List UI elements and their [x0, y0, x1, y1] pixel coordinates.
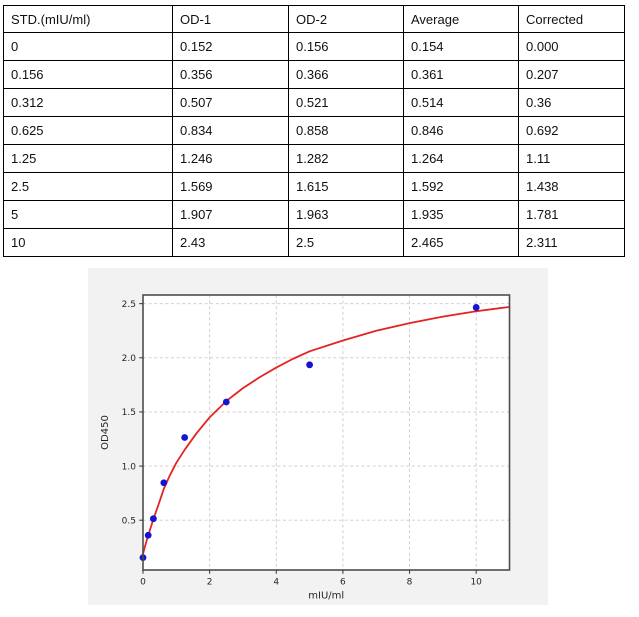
x-axis-label: mIU/ml [308, 591, 344, 602]
table-cell: 0.356 [172, 60, 289, 89]
table-cell: 1.438 [518, 172, 625, 201]
table-cell: 0.312 [3, 88, 173, 117]
table-cell: 2.5 [288, 228, 404, 257]
table-row: 0 0.152 0.156 0.154 0.000 [3, 32, 625, 61]
standard-curve-chart: 0 2 4 6 8 10 0.5 1.0 1.5 2.0 2.5 mIU/ml OD450 [100, 294, 511, 602]
table-cell: 1.11 [518, 144, 625, 173]
plot-area [143, 295, 510, 570]
table-row: 0.312 0.507 0.521 0.514 0.36 [3, 88, 625, 117]
table-cell: 1.907 [172, 200, 289, 229]
column-header: OD-2 [288, 5, 404, 33]
table-cell: 0.834 [172, 116, 289, 145]
table-cell: 1.264 [403, 144, 519, 173]
table-cell: 1.569 [172, 172, 289, 201]
table-cell: 2.311 [518, 228, 625, 257]
table-cell: 1.25 [3, 144, 173, 173]
table-cell: 0.156 [288, 32, 404, 61]
data-point [144, 531, 152, 539]
table-cell: 10 [3, 228, 173, 257]
table-cell: 0.846 [403, 116, 519, 145]
table-cell: 0.152 [172, 32, 289, 61]
x-tick-label: 10 [470, 578, 482, 588]
x-tick-label: 0 [140, 578, 146, 588]
table-cell: 0.000 [518, 32, 625, 61]
y-tick-label: 2.5 [122, 300, 136, 310]
table-cell: 1.935 [403, 200, 519, 229]
table-row: 1.25 1.246 1.282 1.264 1.11 [3, 144, 625, 173]
table-cell: 0.521 [288, 88, 404, 117]
data-point [472, 304, 480, 311]
table-row: 0.625 0.834 0.858 0.846 0.692 [3, 116, 625, 145]
table-cell: 1.963 [288, 200, 404, 229]
data-point [181, 434, 189, 441]
x-tick-label: 4 [273, 578, 279, 588]
table-row: 0.156 0.356 0.366 0.361 0.207 [3, 60, 625, 89]
table-cell: 0.514 [403, 88, 519, 117]
data-point [222, 398, 230, 406]
table-cell: 2.5 [3, 172, 173, 201]
table-cell: 0.507 [172, 88, 289, 117]
standards-table-body: 0 0.152 0.156 0.154 0.000 0.156 0.356 0.366 0.36… [3, 32, 625, 257]
table-row: 2.5 1.569 1.615 1.592 1.438 [3, 172, 625, 201]
table-cell: 1.781 [518, 200, 625, 229]
table-header-row: STD.(mIU/ml) OD-1 OD-2 Average Corrected [3, 5, 625, 33]
y-axis-label: OD450 [100, 415, 111, 450]
y-tick-label: 1.0 [122, 462, 137, 472]
y-tick-label: 1.5 [122, 408, 136, 418]
table-cell: 0.858 [288, 116, 404, 145]
data-point [149, 515, 157, 523]
standards-table: STD.(mIU/ml) OD-1 OD-2 Average Corrected 0 0.… [3, 5, 625, 257]
table-cell: 1.615 [288, 172, 404, 201]
y-tick-label: 0.5 [122, 516, 136, 526]
table-row: 10 2.43 2.5 2.465 2.311 [3, 228, 625, 257]
table-cell: 0.154 [403, 32, 519, 61]
x-tick-label: 6 [340, 578, 346, 588]
x-tick-label: 2 [207, 578, 213, 588]
table-cell: 0.156 [3, 60, 173, 89]
table-cell: 0.361 [403, 60, 519, 89]
column-header: Average [403, 5, 519, 33]
table-cell: 0.625 [3, 116, 173, 145]
standards-table-header: STD.(mIU/ml) OD-1 OD-2 Average Corrected [3, 5, 625, 33]
column-header: OD-1 [172, 5, 289, 33]
table-cell: 1.592 [403, 172, 519, 201]
table-cell: 5 [3, 200, 173, 229]
table-cell: 1.246 [172, 144, 289, 173]
standard-curve-figure: 0 2 4 6 8 10 0.5 1.0 1.5 2.0 2.5 mIU/ml OD450 [88, 268, 548, 605]
table-cell: 0 [3, 32, 173, 61]
table-cell: 0.366 [288, 60, 404, 89]
table-cell: 0.36 [518, 88, 625, 117]
column-header: Corrected [518, 5, 625, 33]
y-tick-label: 2.0 [122, 354, 137, 364]
data-point [306, 361, 313, 369]
table-cell: 0.692 [518, 116, 625, 145]
plot-border [142, 294, 511, 571]
x-tick-label: 8 [407, 578, 413, 588]
table-row: 5 1.907 1.963 1.935 1.781 [3, 200, 625, 229]
data-point [160, 479, 168, 487]
column-header: STD.(mIU/ml) [3, 5, 173, 33]
table-cell: 2.43 [172, 228, 289, 257]
table-cell: 1.282 [288, 144, 404, 173]
table-cell: 2.465 [403, 228, 519, 257]
table-cell: 0.207 [518, 60, 625, 89]
